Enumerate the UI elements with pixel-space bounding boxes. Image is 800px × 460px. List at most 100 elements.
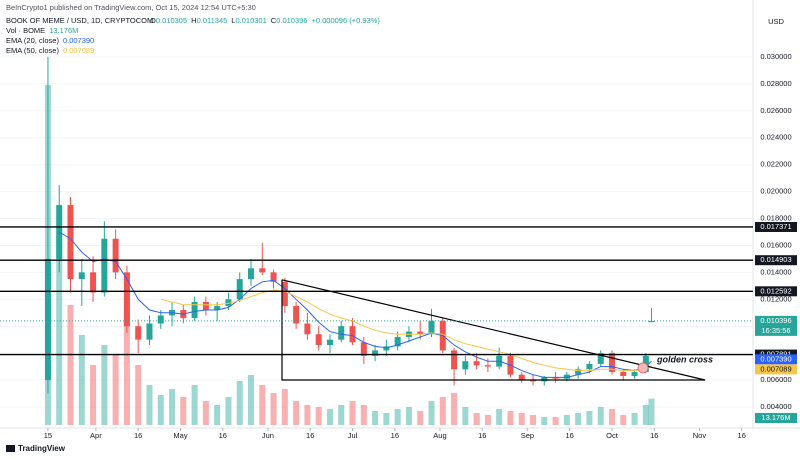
volume-bar bbox=[56, 235, 63, 425]
x-tick-label: 16 bbox=[650, 431, 658, 440]
volume-bar bbox=[236, 381, 243, 425]
golden-cross-label: golden cross bbox=[656, 354, 713, 364]
candle-body bbox=[473, 361, 480, 366]
golden-cross-marker bbox=[637, 362, 649, 374]
candle-body bbox=[90, 272, 97, 293]
x-tick-label: Sep bbox=[521, 431, 534, 440]
volume-legend-name: Vol · BOME bbox=[6, 26, 45, 35]
candle-body bbox=[383, 346, 390, 351]
candle-body bbox=[360, 342, 367, 356]
volume-bar bbox=[169, 389, 176, 425]
volume-bar bbox=[315, 407, 322, 425]
candle-body bbox=[326, 339, 333, 346]
y-tick-label: 0.024000 bbox=[760, 133, 791, 142]
price-label-box bbox=[755, 315, 797, 336]
x-tick-label: 16 bbox=[219, 431, 227, 440]
x-tick-label: 16 bbox=[391, 431, 399, 440]
publisher: BeInCrypto1 published on TradingView.com… bbox=[6, 3, 256, 12]
volume-bar bbox=[552, 417, 559, 425]
legend: BOOK OF MEME / USD, 1D, CRYPTOCOM O0.010… bbox=[6, 16, 380, 55]
volume-bar bbox=[575, 413, 582, 425]
volume-bar bbox=[101, 345, 108, 425]
brand-name: TradingView bbox=[18, 444, 66, 453]
level-label: 0.012592 bbox=[760, 286, 791, 295]
ohlc-key: H bbox=[191, 16, 196, 25]
candle-body bbox=[293, 306, 300, 324]
symbol: BOOK OF MEME / USD, 1D, CRYPTOCOM bbox=[6, 16, 153, 25]
x-tick-label: 16 bbox=[478, 431, 486, 440]
candle-body bbox=[530, 380, 537, 382]
candle-body bbox=[586, 363, 593, 370]
x-tick-label: 16 bbox=[566, 431, 574, 440]
volume-bar bbox=[90, 365, 97, 425]
level-label-box bbox=[755, 255, 797, 266]
candle-body bbox=[631, 371, 638, 377]
volume-bar bbox=[112, 355, 119, 425]
level-label: 0.017371 bbox=[760, 222, 791, 231]
candle-body bbox=[236, 279, 243, 300]
ohlc-change: +0.000096 (+0.93%) bbox=[311, 16, 380, 25]
volume-bar bbox=[146, 385, 153, 425]
ohlc-value: 0.010301 bbox=[235, 16, 266, 25]
volume-bar bbox=[394, 409, 401, 425]
y-tick-label: 0.014000 bbox=[760, 267, 791, 276]
volume-bar bbox=[225, 397, 232, 425]
volume-bar bbox=[372, 411, 379, 425]
candle-body bbox=[462, 361, 469, 370]
candle-body bbox=[214, 306, 221, 311]
ema50-legend: EMA (50, close) 0.007089 bbox=[6, 46, 94, 55]
volume-bar bbox=[496, 409, 503, 425]
volume-bar bbox=[586, 411, 593, 425]
candle-body bbox=[315, 334, 322, 346]
volume-bar bbox=[439, 397, 446, 425]
y-tick-label: 0.006000 bbox=[760, 375, 791, 384]
y-tick-label: 0.004000 bbox=[760, 402, 791, 411]
candle-body bbox=[541, 377, 548, 382]
volume-bar bbox=[270, 393, 277, 425]
y-tick-label: 0.012000 bbox=[760, 294, 791, 303]
level-label: 0.014903 bbox=[760, 255, 791, 264]
countdown: 16:35:56 bbox=[761, 326, 790, 335]
volume-bar bbox=[123, 325, 130, 425]
y-tick-label: 0.030000 bbox=[760, 52, 791, 61]
x-tick-label: Apr bbox=[90, 431, 102, 440]
candle-body bbox=[338, 326, 345, 340]
ohlc-key: C bbox=[271, 16, 277, 25]
volume-bar bbox=[608, 409, 615, 425]
price-label: 0.010396 bbox=[760, 316, 791, 325]
candle-body bbox=[112, 238, 119, 273]
volume-bar bbox=[405, 407, 412, 425]
price-label-box bbox=[755, 354, 797, 365]
candle-body bbox=[451, 350, 458, 370]
candle-body bbox=[552, 377, 559, 379]
volume-bar bbox=[67, 305, 74, 425]
volume-bar bbox=[180, 397, 187, 425]
candle-body bbox=[563, 374, 570, 379]
x-tick-label: Aug bbox=[433, 431, 446, 440]
level-label-box bbox=[755, 286, 797, 297]
candle-body bbox=[608, 353, 615, 372]
candle-body bbox=[248, 268, 254, 280]
volume-bar bbox=[191, 385, 198, 425]
volume-bar bbox=[541, 417, 548, 425]
volume-bar bbox=[428, 401, 435, 425]
volume-bar bbox=[202, 401, 209, 425]
volume-bar bbox=[293, 401, 300, 425]
axis-unit: USD bbox=[768, 17, 784, 26]
y-tick-label: 0.028000 bbox=[760, 79, 791, 88]
candle-body bbox=[157, 315, 164, 324]
ema50-legend-value: 0.007089 bbox=[63, 46, 94, 55]
x-tick-label: 16 bbox=[134, 431, 142, 440]
ema20-legend-value: 0.007390 bbox=[63, 36, 94, 45]
y-tick-label: 0.016000 bbox=[760, 240, 791, 249]
volume-label-box bbox=[755, 413, 797, 423]
volume-legend: Vol · BOME 13.176M bbox=[6, 26, 78, 35]
ema-line bbox=[58, 231, 652, 378]
volume-bar bbox=[259, 385, 266, 425]
y-tick-label: 0.018000 bbox=[760, 214, 791, 223]
candle-body bbox=[620, 371, 627, 377]
x-tick-label: Jul bbox=[348, 431, 358, 440]
candle-body bbox=[146, 323, 153, 340]
x-tick-label: 16 bbox=[738, 431, 746, 440]
